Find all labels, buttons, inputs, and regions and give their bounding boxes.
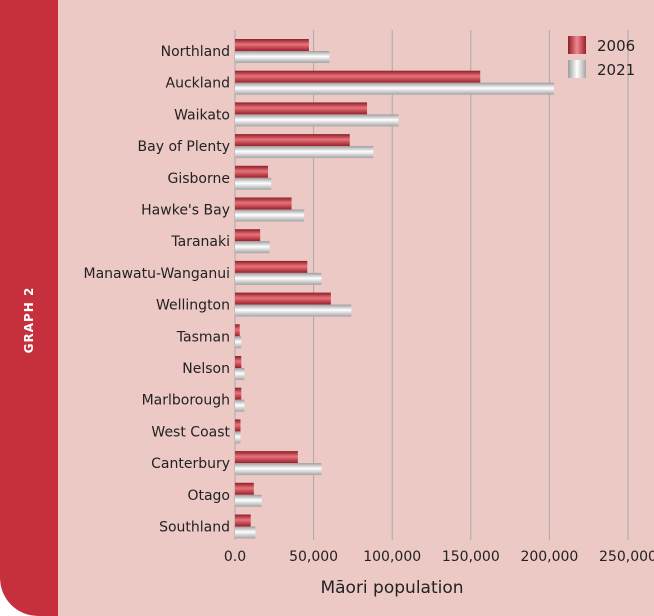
x-tick-labels: 0.0 50,000 100,000 150,000 200,000 250,000 (224, 549, 654, 565)
bar-2021-taranaki (235, 241, 270, 254)
category-label: Nelson (182, 361, 230, 377)
category-label: Manawatu-Wanganui (84, 266, 231, 282)
category-label: Marlborough (142, 393, 230, 409)
bar-2021-northland (235, 51, 330, 63)
bar-2006-bay-of-plenty (235, 134, 350, 147)
category-labels: Northland Auckland Waikato Bay of Plenty Gis… (84, 44, 231, 536)
x-tick-label: 250,000 (599, 549, 654, 565)
category-label: West Coast (151, 424, 230, 440)
bar-2006-gisborne (235, 165, 269, 178)
category-label: Wellington (156, 298, 230, 314)
graph-sidebar: GRAPH 2 (0, 0, 58, 616)
bar-2006-wellington (235, 292, 331, 305)
legend-label-2006: 2006 (597, 37, 635, 55)
bar-2021-wellington (235, 304, 352, 317)
bars (235, 39, 555, 539)
legend-swatch-2021 (568, 60, 586, 78)
bar-2006-canterbury (235, 451, 298, 464)
bar-2021-gisborne (235, 177, 272, 190)
category-label: Gisborne (168, 171, 230, 187)
bar-2006-hawke-s-bay (235, 197, 292, 210)
x-tick-label: 100,000 (363, 549, 421, 565)
category-label: Waikato (174, 107, 230, 123)
bar-2006-northland (235, 39, 309, 51)
category-label: Tasman (176, 329, 230, 345)
bar-2006-west-coast (235, 419, 241, 432)
bar-2021-nelson (235, 368, 245, 380)
bar-2021-auckland (235, 82, 555, 95)
bar-2006-waikato (235, 102, 368, 115)
bar-2021-tasman (235, 336, 242, 349)
x-tick-label: 200,000 (520, 549, 578, 565)
bar-2006-southland (235, 514, 251, 527)
category-label: Canterbury (151, 456, 230, 472)
legend-label-2021: 2021 (597, 61, 635, 79)
bar-2021-manawatu-wanganui (235, 272, 322, 285)
bar-2021-west-coast (235, 431, 241, 444)
category-label: Northland (161, 44, 230, 60)
bar-2021-canterbury (235, 463, 322, 476)
category-label: Southland (159, 520, 230, 536)
bar-2021-hawke-s-bay (235, 209, 305, 222)
x-axis-label: Māori population (320, 578, 463, 598)
bar-2021-southland (235, 526, 256, 539)
bar-2006-auckland (235, 70, 481, 83)
legend: 2006 2021 (568, 36, 635, 79)
category-label: Otago (187, 488, 230, 504)
bar-2006-taranaki (235, 229, 261, 242)
legend-swatch-2006 (568, 36, 586, 54)
bar-2021-marlborough (235, 399, 245, 412)
category-label: Hawke's Bay (141, 203, 230, 219)
category-label: Auckland (166, 76, 230, 92)
x-tick-label: 0.0 (224, 549, 246, 565)
bar-2021-bay-of-plenty (235, 146, 374, 159)
bar-2006-marlborough (235, 387, 242, 400)
x-tick-label: 50,000 (289, 549, 338, 565)
category-label: Taranaki (170, 234, 230, 250)
bar-2021-otago (235, 494, 262, 507)
bar-2021-waikato (235, 114, 399, 127)
bar-2006-tasman (235, 324, 240, 337)
category-label: Bay of Plenty (138, 139, 230, 155)
bar-2006-manawatu-wanganui (235, 260, 308, 273)
bar-2006-nelson (235, 356, 242, 368)
x-tick-label: 150,000 (442, 549, 500, 565)
bar-2006-otago (235, 482, 254, 495)
